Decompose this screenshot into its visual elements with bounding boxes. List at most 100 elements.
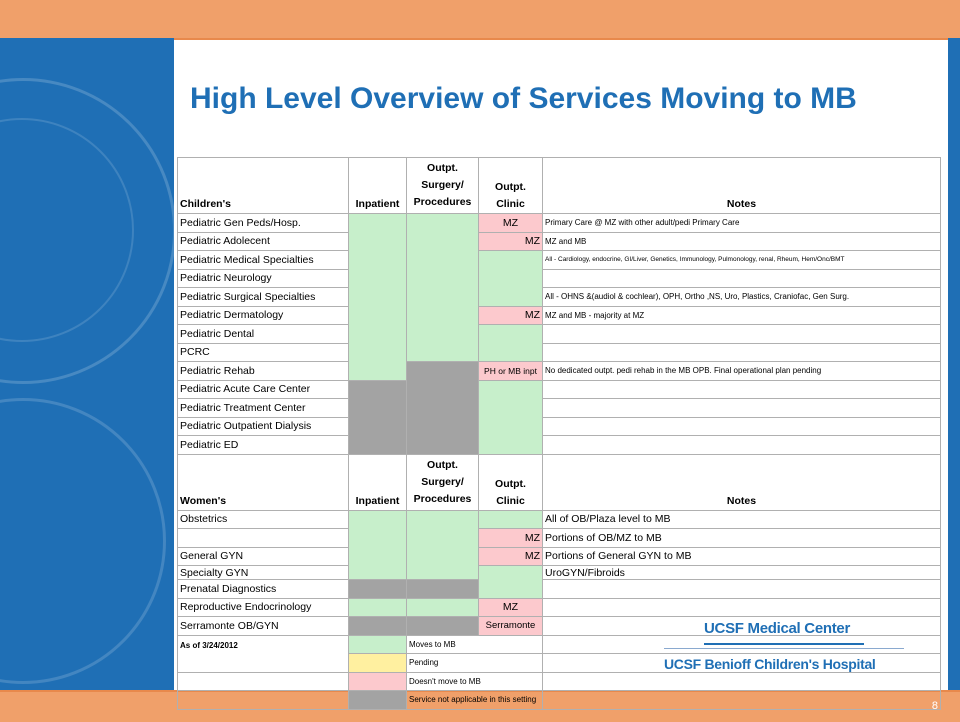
- table-row: Reproductive Endocrinology MZ: [177, 597, 941, 617]
- service-name: [177, 528, 349, 548]
- top-accent-bar: [0, 0, 960, 40]
- clinic-status: MZ: [478, 213, 543, 233]
- legend-label: Moves to MB: [406, 634, 543, 654]
- service-note: MZ and MB: [542, 231, 941, 251]
- service-note: [542, 324, 941, 344]
- service-name: Pediatric ED: [177, 435, 349, 455]
- surgery-status: [406, 616, 479, 636]
- clinic-header: Outpt. Clinic: [478, 157, 543, 214]
- notes-header: Notes: [542, 453, 941, 511]
- clinic-status: MZ: [478, 305, 543, 325]
- inpatient-status: [348, 579, 407, 599]
- service-name: Specialty GYN: [177, 565, 349, 580]
- table-row: Pediatric Neurology: [177, 268, 941, 288]
- legend-swatch-moves: [348, 634, 407, 654]
- service-note: [542, 379, 941, 399]
- clinic-status: MZ: [478, 231, 543, 251]
- service-note: [542, 435, 941, 455]
- legend-swatch-pending: [348, 653, 407, 673]
- table-row: Specialty GYN UroGYN/Fibroids: [177, 565, 941, 599]
- service-name: Pediatric Adolecent: [177, 231, 349, 251]
- table-row: MZ Portions of OB/MZ to MB: [177, 528, 941, 548]
- service-note: [542, 268, 941, 288]
- service-note: All of OB/Plaza level to MB: [542, 509, 941, 529]
- ucsf-medical-center-logo: UCSF Medical Center: [704, 620, 850, 637]
- table-row: Prenatal Diagnostics: [177, 579, 941, 599]
- service-note: [542, 342, 941, 362]
- clinic-status: MZ: [478, 597, 543, 617]
- clinic-status: PH or MB inpt: [478, 361, 543, 381]
- clinic-status: [478, 250, 543, 307]
- legend-label: Pending: [406, 653, 543, 673]
- service-note: [542, 416, 941, 436]
- service-name: Pediatric Dental: [177, 324, 349, 344]
- inpatient-status: [348, 509, 407, 580]
- left-seal-band: [0, 38, 174, 690]
- legend-label: Service not applicable in this setting: [406, 690, 543, 710]
- service-name: Pediatric Rehab: [177, 361, 349, 381]
- service-name: General GYN: [177, 546, 349, 566]
- right-accent-band: [948, 38, 960, 690]
- inpatient-header: Inpatient: [348, 453, 407, 511]
- service-note: [542, 398, 941, 418]
- table-row: Pediatric Medical Specialties All - Card…: [177, 250, 941, 307]
- table-row: Pediatric Surgical Specialties All - OHN…: [177, 287, 941, 307]
- service-note: UroGYN/Fibroids: [542, 565, 941, 580]
- service-name: Pediatric Medical Specialties: [177, 250, 349, 270]
- children-header: Children's: [177, 157, 349, 214]
- table-row: Pediatric Adolecent MZ MZ and MB: [177, 231, 941, 251]
- table-row: Serramonte OB/GYN Serramonte: [177, 616, 941, 636]
- legend-swatch-doesnt-move: [348, 671, 407, 691]
- legend-row: Service not applicable in this setting: [177, 690, 941, 710]
- ucsf-childrens-hospital-logo: UCSF Benioff Children's Hospital: [664, 656, 876, 672]
- surgery-header: Outpt. Surgery/Procedures: [406, 453, 479, 511]
- service-name: PCRC: [177, 342, 349, 362]
- clinic-status: [478, 379, 543, 455]
- legend-row: Pending: [178, 653, 941, 673]
- surgery-status: [406, 213, 479, 362]
- table-row: Pediatric Rehab PH or MB inpt No dedicat…: [177, 361, 941, 455]
- surgery-status: [406, 579, 479, 599]
- clinic-status: [478, 509, 543, 529]
- service-name: Pediatric Outpatient Dialysis: [177, 416, 349, 436]
- service-name: Prenatal Diagnostics: [177, 579, 349, 599]
- notes-header: Notes: [542, 157, 941, 214]
- service-name: Reproductive Endocrinology: [177, 597, 349, 617]
- service-note: MZ and MB - majority at MZ: [542, 305, 941, 325]
- service-name: Pediatric Gen Peds/Hosp.: [177, 213, 349, 233]
- clinic-status: [478, 324, 543, 362]
- children-header-row: Children's Inpatient Outpt. Surgery/Proce…: [177, 157, 941, 214]
- service-name: Pediatric Treatment Center: [177, 398, 349, 418]
- inpatient-status: [348, 616, 407, 636]
- inpatient-status: [348, 213, 407, 381]
- legend-label: Doesn't move to MB: [406, 671, 543, 691]
- seal-lower-ring: [0, 398, 166, 684]
- table-row: Pediatric ED: [177, 435, 941, 455]
- clinic-status: [478, 565, 543, 599]
- service-note: All - Cardiology, endocrine, GI/Liver, G…: [542, 250, 941, 270]
- clinic-status: Serramonte: [478, 616, 543, 636]
- table-row: Pediatric Gen Peds/Hosp. MZ Primary Care…: [177, 213, 941, 381]
- inpatient-header: Inpatient: [348, 157, 407, 214]
- service-name: Serramonte OB/GYN: [177, 616, 349, 636]
- table-row: Pediatric Dental: [177, 324, 941, 362]
- surgery-status: [406, 597, 479, 617]
- table-row: Pediatric Dermatology MZ MZ and MB - maj…: [177, 305, 941, 325]
- service-note: No dedicated outpt. pedi rehab in the MB…: [542, 361, 941, 381]
- clinic-status: MZ: [478, 528, 543, 548]
- service-name: Pediatric Neurology: [177, 268, 349, 288]
- logo-underline: [704, 643, 864, 645]
- table-row: Obstetrics All of OB/Plaza level to MB: [177, 509, 941, 580]
- surgery-status: [406, 509, 479, 580]
- table-row: Pediatric Acute Care Center: [177, 379, 941, 455]
- legend-swatch-not-applicable: [348, 690, 407, 710]
- inpatient-status: [348, 379, 407, 455]
- clinic-header: Outpt. Clinic: [478, 453, 543, 511]
- legend-row: Doesn't move to MB: [177, 671, 941, 691]
- inpatient-status: [348, 597, 407, 617]
- service-name: Pediatric Surgical Specialties: [177, 287, 349, 307]
- logo-divider: [664, 648, 904, 649]
- service-name: Pediatric Dermatology: [177, 305, 349, 325]
- service-note: All - OHNS &(audiol & cochlear), OPH, Or…: [542, 287, 941, 307]
- service-note: [542, 579, 941, 599]
